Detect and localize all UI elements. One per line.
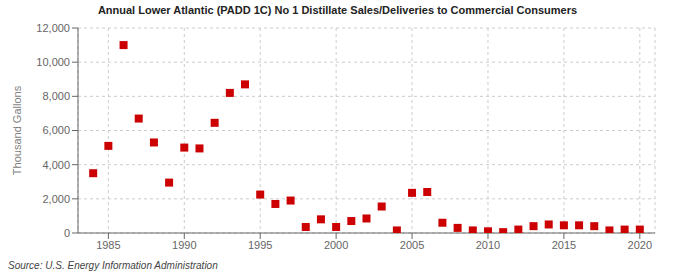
svg-text:10,000: 10,000 (36, 56, 70, 68)
svg-text:2020: 2020 (628, 239, 652, 251)
svg-text:2015: 2015 (552, 239, 576, 251)
svg-text:1995: 1995 (248, 239, 272, 251)
svg-text:12,000: 12,000 (36, 22, 70, 34)
svg-text:8,000: 8,000 (42, 90, 70, 102)
html-text:Annual Lower Atlantic (PADD 1C: Annual Lower Atlantic (PADD 1C) No 1 Dis… (97, 4, 578, 16)
svg-text:2010: 2010 (476, 239, 500, 251)
svg-text:6,000: 6,000 (42, 124, 70, 136)
html-text:Source: U.S. Energy Informatio: Source: U.S. Energy Information Administ… (8, 260, 218, 271)
svg-text:0: 0 (64, 227, 70, 239)
svg-text:1990: 1990 (172, 239, 196, 251)
svg-text:4,000: 4,000 (42, 159, 70, 171)
svg-text:2000: 2000 (324, 239, 348, 251)
svg-text:1985: 1985 (96, 239, 120, 251)
svg-text:2,000: 2,000 (42, 193, 70, 205)
svg-text:Thousand Gallons: Thousand Gallons (11, 85, 23, 175)
svg-text:2005: 2005 (400, 239, 424, 251)
